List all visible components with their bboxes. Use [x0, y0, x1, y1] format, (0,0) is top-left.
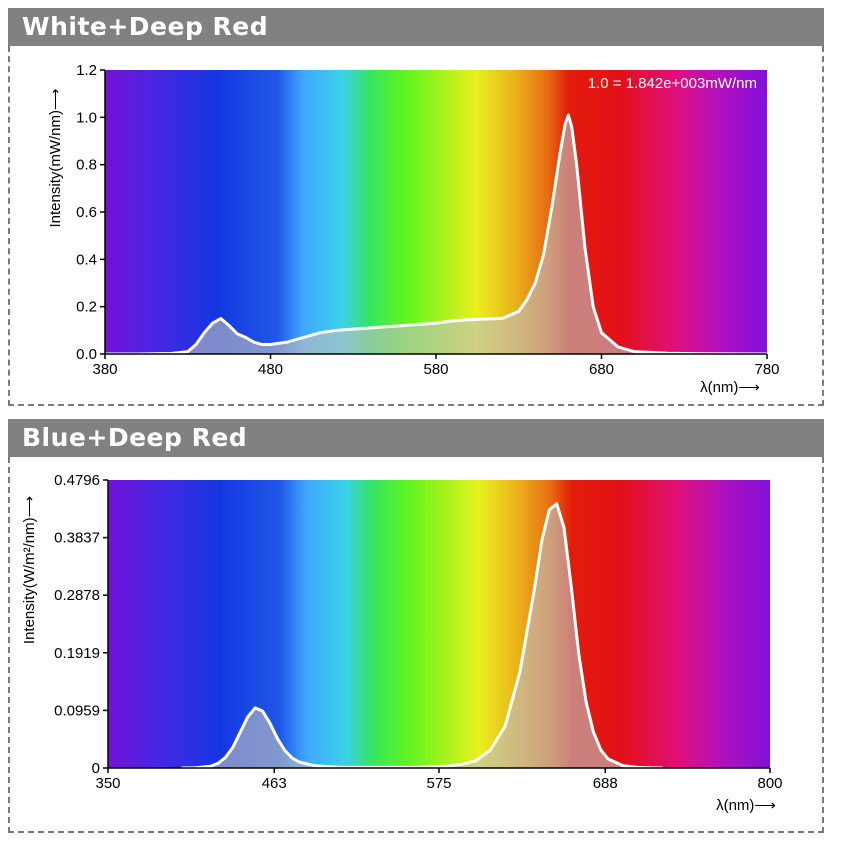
x-axis-title: λ(nm)⟶ [700, 379, 760, 396]
spectrum-background [105, 70, 767, 354]
y-tick-label: 0.4796 [54, 472, 100, 489]
x-tick-label: 800 [757, 775, 782, 792]
panel-title-white-deep-red: White+Deep Red [8, 8, 824, 46]
y-axis-title: Intensity(W/m²/nm)⟶ [21, 496, 38, 644]
y-tick-label: 0.2878 [54, 587, 100, 604]
y-tick-label: 0.0 [76, 346, 97, 363]
y-tick-label: 0.4 [76, 251, 97, 268]
y-tick-label: 0.2 [76, 299, 97, 316]
y-tick-label: 0 [92, 760, 100, 777]
spectrum-background [108, 480, 770, 768]
y-tick-label: 0.6 [76, 204, 97, 221]
scale-annotation: 1.0 = 1.842e+003mW/nm [588, 75, 757, 92]
x-axis-title: λ(nm)⟶ [716, 797, 776, 814]
chart-blue-deep-red: 0 0.0959 0.1919 0.2878 0.3837 0.4796 350 463 575… [21, 472, 783, 814]
chart-white-deep-red: 0.0 0.2 0.4 0.6 0.8 1.0 1.2 380 480 580 680 780 Inte… [47, 62, 780, 396]
x-tick-label: 580 [423, 361, 448, 378]
y-tick-label: 1.2 [76, 62, 97, 79]
y-tick-label: 0.1919 [54, 645, 100, 662]
y-tick-label: 0.3837 [54, 530, 100, 547]
y-tick-label: 1.0 [76, 109, 97, 126]
spectrum-line [105, 113, 768, 356]
y-tick-label: 0.8 [76, 157, 97, 174]
x-tick-label: 680 [589, 361, 614, 378]
x-tick-label: 480 [258, 361, 283, 378]
panel-white-deep-red [8, 46, 824, 406]
spectrum-area [181, 503, 663, 768]
x-tick-label: 780 [754, 361, 779, 378]
x-tick-label: 688 [593, 775, 618, 792]
x-tick-label: 463 [262, 775, 287, 792]
panel-blue-deep-red [8, 457, 824, 833]
x-tick-label: 350 [95, 775, 120, 792]
y-axis-title: Intensity(mW/nm)⟶ [47, 88, 64, 227]
panel-title-blue-deep-red: Blue+Deep Red [8, 419, 824, 457]
x-tick-label: 380 [92, 361, 117, 378]
x-tick-label: 575 [426, 775, 451, 792]
y-tick-label: 0.0959 [54, 702, 100, 719]
